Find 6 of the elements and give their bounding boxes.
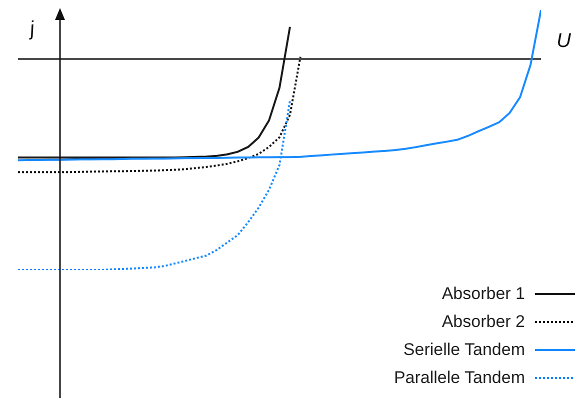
legend-label: Serielle Tandem: [403, 340, 525, 360]
x-axis-title: U: [556, 30, 572, 52]
legend-label: Absorber 2: [442, 312, 525, 332]
y-axis-title: j: [28, 18, 36, 42]
legend-label: Absorber 1: [442, 284, 525, 304]
legend-label: Parallele Tandem: [394, 368, 525, 388]
